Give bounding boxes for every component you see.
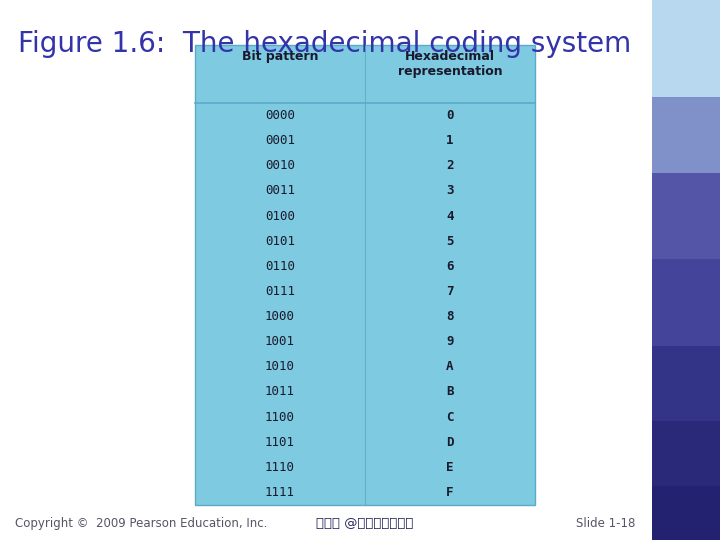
Text: 0: 0 xyxy=(446,109,454,122)
Text: 9: 9 xyxy=(446,335,454,348)
Bar xyxy=(652,421,720,486)
Text: 3: 3 xyxy=(446,185,454,198)
Text: 2: 2 xyxy=(446,159,454,172)
Text: 1001: 1001 xyxy=(265,335,295,348)
Text: 5: 5 xyxy=(446,235,454,248)
Text: D: D xyxy=(446,436,454,449)
Text: 0000: 0000 xyxy=(265,109,295,122)
Text: 1110: 1110 xyxy=(265,461,295,474)
Text: 7: 7 xyxy=(446,285,454,298)
Text: 0011: 0011 xyxy=(265,185,295,198)
Bar xyxy=(195,45,535,505)
Text: F: F xyxy=(446,486,454,499)
Bar xyxy=(652,97,720,173)
Text: 0001: 0001 xyxy=(265,134,295,147)
Bar xyxy=(652,346,720,421)
Text: 蔡文能 @交通大學資工系: 蔡文能 @交通大學資工系 xyxy=(316,517,414,530)
Text: 8: 8 xyxy=(446,310,454,323)
Text: C: C xyxy=(446,410,454,423)
Text: 0100: 0100 xyxy=(265,210,295,222)
Text: E: E xyxy=(446,461,454,474)
Text: Slide 1-18: Slide 1-18 xyxy=(575,517,635,530)
Text: Copyright ©  2009 Pearson Education, Inc.: Copyright © 2009 Pearson Education, Inc. xyxy=(15,517,267,530)
Text: 0110: 0110 xyxy=(265,260,295,273)
Text: Hexadecimal
representation: Hexadecimal representation xyxy=(397,50,503,78)
Text: 1000: 1000 xyxy=(265,310,295,323)
Text: 1101: 1101 xyxy=(265,436,295,449)
Text: 1010: 1010 xyxy=(265,360,295,373)
Text: A: A xyxy=(446,360,454,373)
Text: 0111: 0111 xyxy=(265,285,295,298)
Text: 0010: 0010 xyxy=(265,159,295,172)
Bar xyxy=(652,259,720,346)
Text: Figure 1.6:  The hexadecimal coding system: Figure 1.6: The hexadecimal coding syste… xyxy=(18,30,631,58)
Text: 1011: 1011 xyxy=(265,386,295,399)
Text: 1100: 1100 xyxy=(265,410,295,423)
Text: 4: 4 xyxy=(446,210,454,222)
Bar xyxy=(652,0,720,97)
Text: 6: 6 xyxy=(446,260,454,273)
Bar xyxy=(652,173,720,259)
Text: B: B xyxy=(446,386,454,399)
Text: Bit pattern: Bit pattern xyxy=(242,50,318,63)
Text: 0101: 0101 xyxy=(265,235,295,248)
Text: 1111: 1111 xyxy=(265,486,295,499)
Bar xyxy=(652,486,720,540)
Text: 1: 1 xyxy=(446,134,454,147)
